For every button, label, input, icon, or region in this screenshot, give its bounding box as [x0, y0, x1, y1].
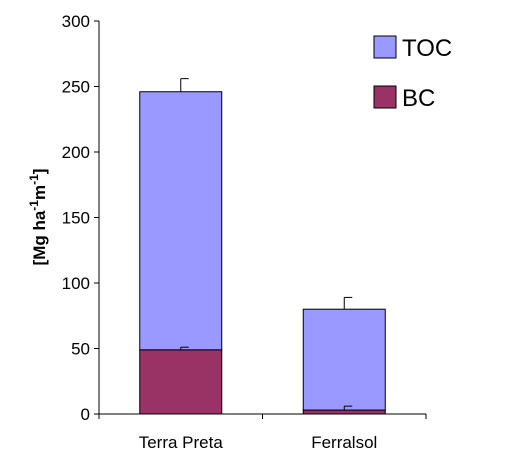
y-tick-label: 150: [62, 209, 90, 228]
y-tick-label: 100: [62, 274, 90, 293]
bar-toc-ferralsol: [302, 308, 386, 411]
y-axis: 0 50 100 150 200 250 300: [62, 12, 100, 424]
x-category-label: Ferralsol: [311, 433, 377, 452]
bars: [139, 91, 386, 415]
error-bars: [180, 78, 353, 411]
x-axis: Terra Preta Ferralsol: [98, 413, 427, 452]
y-tick-label: 50: [71, 340, 90, 359]
legend: TOC BC: [373, 35, 452, 112]
bar-bc-terra-preta: [139, 349, 223, 415]
y-axis-label: [Mg ha-1m-1]: [27, 169, 49, 266]
y-tick-label: 0: [81, 405, 90, 424]
bar-bc-ferralsol: [302, 409, 386, 415]
bar-toc-terra-preta: [139, 91, 223, 351]
y-tick-label: 200: [62, 143, 90, 162]
x-category-label: Terra Preta: [139, 433, 224, 452]
legend-swatch-bc: [373, 85, 397, 109]
y-tick-label: 300: [62, 12, 90, 31]
legend-label-toc: TOC: [402, 35, 452, 62]
legend-swatch-toc: [373, 35, 397, 59]
legend-label-bc: BC: [402, 85, 435, 112]
y-tick-label: 250: [62, 78, 90, 97]
